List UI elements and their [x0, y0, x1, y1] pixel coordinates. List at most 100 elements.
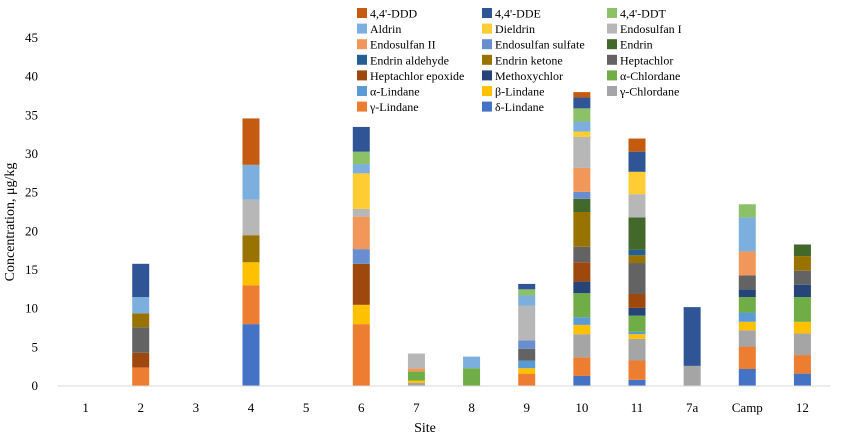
- x-tick-label: 9: [523, 400, 530, 415]
- bar-segment: [518, 373, 536, 386]
- legend-label: Endrin ketone: [495, 53, 563, 67]
- legend-swatch: [482, 101, 492, 112]
- legend-item: Endrin aldehyde: [357, 53, 449, 67]
- bar-segment: [573, 97, 591, 109]
- bar-segment: [628, 138, 646, 152]
- x-tick-label: 5: [303, 400, 310, 415]
- bar-segment: [793, 284, 811, 298]
- bar-segment: [628, 360, 646, 380]
- legend-item: 4,4'-DDT: [607, 7, 666, 21]
- bar-segment: [242, 324, 260, 386]
- bar-segment: [628, 151, 646, 172]
- bar-segment: [573, 324, 591, 335]
- x-axis-title: Site: [414, 421, 436, 436]
- bar-segment: [573, 262, 591, 282]
- bar-segment: [573, 121, 591, 132]
- legend-item: γ-Chlordane: [607, 85, 679, 99]
- x-axis-ticks: 1 2 3 4 5 6 7 8 9 10 11 7a Camp 12: [82, 400, 809, 415]
- bar-segment: [573, 375, 591, 386]
- legend-swatch: [357, 54, 367, 65]
- legend-swatch: [357, 39, 367, 50]
- bar-segment: [573, 92, 591, 98]
- bar-segment: [628, 249, 646, 256]
- bar-segment: [132, 263, 150, 298]
- y-tick-label: 30: [25, 146, 38, 161]
- bar-segment: [738, 297, 756, 313]
- legend-label: Aldrin: [370, 22, 401, 36]
- bar-segment: [242, 235, 260, 263]
- legend-label: α-Chlordane: [620, 69, 680, 83]
- bar-segment: [242, 262, 260, 286]
- legend-label: γ-Chlordane: [619, 85, 679, 99]
- legend-item: Endosulfan sulfate: [482, 38, 585, 52]
- x-tick-label: 2: [137, 400, 144, 415]
- legend-label: Heptachlor epoxide: [370, 69, 464, 83]
- x-tick-label: 6: [358, 400, 365, 415]
- bar-segment: [242, 164, 260, 200]
- y-tick-label: 45: [25, 30, 38, 45]
- legend-swatch: [607, 23, 617, 34]
- bar-segment: [738, 321, 756, 331]
- legend-swatch: [607, 8, 617, 18]
- legend-swatch: [357, 23, 367, 34]
- bar-segment: [628, 334, 646, 339]
- legend-item: Heptachlor epoxide: [357, 69, 464, 83]
- bar-segment: [738, 330, 756, 347]
- bar-segment: [352, 216, 370, 250]
- bar-segment: [738, 275, 756, 290]
- legend-swatch: [357, 86, 367, 96]
- bar-segment: [793, 256, 811, 271]
- legend-label: 4,4'-DDE: [495, 7, 541, 21]
- y-axis-ticks: 0 5 10 15 20 25 30 35 40 45: [25, 30, 38, 393]
- x-tick-label: 7a: [686, 400, 699, 415]
- legend-swatch: [607, 86, 617, 96]
- x-tick-label: 10: [575, 400, 588, 415]
- legend-label: Endosulfan sulfate: [495, 38, 585, 52]
- bar-segment: [793, 270, 811, 285]
- bar-segment: [793, 333, 811, 356]
- bar-segment: [628, 331, 646, 335]
- legend-label: β-Lindane: [495, 85, 544, 99]
- y-tick-label: 35: [25, 107, 38, 122]
- legend-swatch: [607, 54, 617, 65]
- bar-segment: [352, 249, 370, 264]
- bar-segment: [738, 204, 756, 218]
- bar-segment: [683, 365, 701, 386]
- x-tick-label: 11: [631, 400, 644, 415]
- bar-segment: [573, 281, 591, 294]
- bar-segment: [628, 315, 646, 332]
- bar-segment: [518, 368, 536, 374]
- bar-segment: [132, 352, 150, 368]
- legend-item: Endrin ketone: [482, 53, 563, 67]
- bar-segment: [793, 321, 811, 334]
- bar-segment: [352, 164, 370, 174]
- bar-segment: [242, 118, 260, 165]
- y-tick-label: 20: [25, 223, 38, 238]
- bar-segment: [628, 255, 646, 264]
- y-axis-title: Concentration, μg/kg: [3, 163, 18, 282]
- bar-segment: [628, 217, 646, 250]
- legend-item: 4,4'-DDD: [357, 7, 417, 21]
- bar-segment: [738, 312, 756, 322]
- legend-item: Heptachlor: [607, 53, 673, 67]
- bar-segment: [132, 367, 150, 386]
- legend: 4,4'-DDD 4,4'-DDE 4,4'-DDT Aldrin Dieldrin En…: [357, 7, 682, 114]
- bar-segment: [573, 317, 591, 325]
- bar-segment: [242, 285, 260, 325]
- bar-segment: [463, 368, 481, 386]
- bar-segment: [573, 198, 591, 212]
- bar-segment: [518, 295, 536, 306]
- x-tick-label: Camp: [732, 400, 763, 415]
- legend-swatch: [482, 23, 492, 34]
- legend-swatch: [482, 54, 492, 65]
- x-tick-label: 7: [413, 400, 420, 415]
- legend-label: Heptachlor: [620, 53, 673, 67]
- bar-segment: [518, 340, 536, 349]
- legend-label: Methoxychlor: [495, 69, 563, 83]
- bar-segment: [352, 263, 370, 305]
- bar-segment: [132, 313, 150, 328]
- x-tick-label: 1: [82, 400, 89, 415]
- legend-swatch: [357, 70, 367, 81]
- bar-segment: [132, 297, 150, 314]
